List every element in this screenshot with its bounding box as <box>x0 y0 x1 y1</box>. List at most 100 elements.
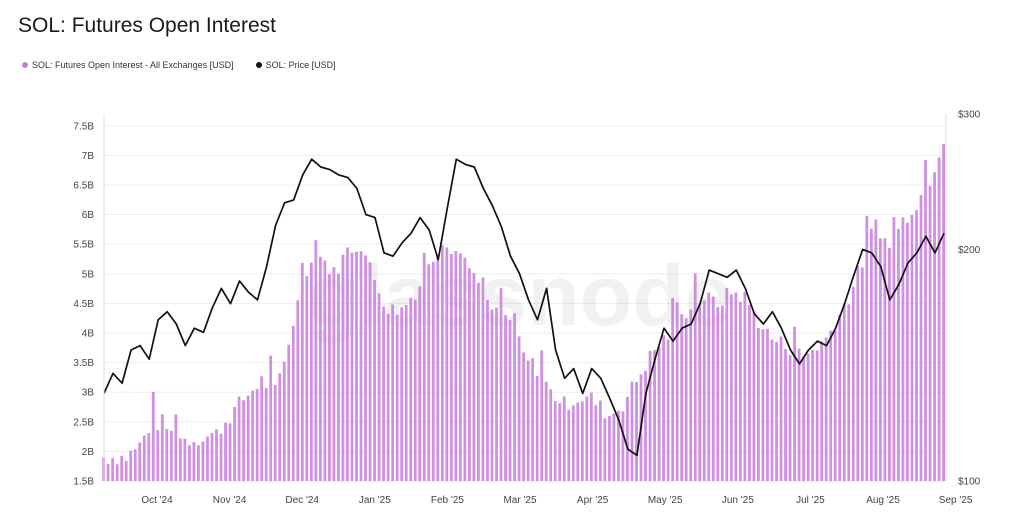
oi-bar <box>224 422 227 481</box>
x-tick-label: Jul '25 <box>796 495 825 506</box>
oi-bar <box>282 361 286 481</box>
x-tick-label: Aug '25 <box>866 495 900 506</box>
oi-bar <box>752 311 756 481</box>
x-axis: Oct '24 Nov '24 Dec '24 Jan '25 Feb '25 Mar '… <box>141 495 973 506</box>
oi-bar <box>242 400 245 481</box>
oi-bar <box>883 238 887 481</box>
oi-bar <box>337 273 340 481</box>
oi-bar <box>847 304 851 481</box>
oi-bar <box>486 299 489 481</box>
oi-bar <box>517 336 521 481</box>
oi-bar <box>431 261 435 481</box>
x-tick-label: May '25 <box>648 495 683 506</box>
chart-legend: SOL: Futures Open Interest - All Exchang… <box>22 60 336 70</box>
oi-bar <box>129 450 133 481</box>
oi-bar <box>386 313 390 481</box>
oi-bar <box>535 375 539 481</box>
oi-bar <box>915 210 918 481</box>
y-left-tick-label: 4.5B <box>73 299 94 310</box>
legend-swatch-price <box>255 62 262 68</box>
oi-bar <box>802 356 805 481</box>
oi-bar <box>522 352 525 481</box>
oi-bar <box>454 251 458 481</box>
oi-bar <box>318 256 322 481</box>
oi-bar <box>558 403 562 481</box>
oi-bar <box>314 240 318 481</box>
y-left-tick-label: 6B <box>82 210 95 221</box>
oi-bar <box>341 254 345 481</box>
oi-bar <box>585 396 589 481</box>
oi-bar <box>147 433 151 481</box>
oi-bar <box>725 287 729 481</box>
oi-bar <box>838 314 842 481</box>
oi-bar <box>504 314 507 481</box>
oi-bar <box>924 159 927 481</box>
oi-bar <box>666 339 670 481</box>
y-axis-left: 1.5B 2B 2.5B 3B 3.5B 4B 4.5B 5B 5.5B 6B 6.5B 7B 7.5B <box>73 114 105 488</box>
oi-bar <box>413 299 417 481</box>
oi-bar <box>928 185 932 482</box>
oi-bar <box>716 307 720 481</box>
oi-bar <box>111 458 115 481</box>
oi-bar <box>106 463 110 481</box>
oi-bar <box>757 328 760 481</box>
oi-bar <box>206 436 209 481</box>
oi-bar <box>766 328 769 481</box>
oi-bar <box>513 313 516 481</box>
oi-bar <box>138 442 142 481</box>
oi-bar <box>820 341 824 481</box>
oi-bar <box>364 255 367 481</box>
legend-item-open-interest[interactable]: SOL: Futures Open Interest - All Exchang… <box>22 60 234 70</box>
x-tick-label: Jan '25 <box>359 495 391 506</box>
oi-bar <box>576 402 580 481</box>
oi-bar <box>580 401 584 481</box>
oi-bar <box>589 392 593 481</box>
oi-bar <box>824 337 828 481</box>
oi-bar <box>463 257 467 481</box>
oi-bar <box>495 307 498 481</box>
oi-bar <box>738 301 742 481</box>
oi-bar <box>784 349 787 481</box>
oi-bar <box>797 348 801 481</box>
oi-bar <box>233 406 236 481</box>
oi-bar <box>160 414 164 481</box>
oi-bar <box>892 216 896 482</box>
oi-bar <box>458 253 462 481</box>
oi-bar <box>711 296 715 481</box>
oi-bar <box>698 303 702 481</box>
legend-item-price[interactable]: SOL: Price [USD] <box>255 60 336 70</box>
x-tick-label: Feb '25 <box>431 495 464 506</box>
oi-bar <box>626 396 629 481</box>
y-right-tick-label: $300 <box>958 110 981 121</box>
y-left-tick-label: 4B <box>82 329 95 340</box>
oi-bar <box>594 405 598 481</box>
oi-bar <box>671 297 675 481</box>
page-title: SOL: Futures Open Interest <box>18 14 276 37</box>
oi-bar <box>933 172 936 482</box>
y-axis-right: $100 $200 $300 <box>945 110 981 488</box>
oi-bar <box>377 293 381 481</box>
x-tick-label: Dec '24 <box>285 495 319 506</box>
oi-bar <box>404 305 408 481</box>
oi-bar <box>368 262 372 481</box>
oi-bar <box>937 157 941 481</box>
oi-bar <box>124 460 128 481</box>
oi-bar <box>675 302 679 481</box>
y-left-tick-label: 2.5B <box>73 417 94 428</box>
oi-bar <box>897 228 900 481</box>
oi-bar <box>391 304 395 481</box>
legend-label-price: SOL: Price [USD] <box>265 60 336 70</box>
oi-bar <box>860 267 864 481</box>
oi-bar <box>689 309 693 481</box>
oi-bar <box>720 305 724 481</box>
oi-bar <box>793 326 796 481</box>
y-right-tick-label: $100 <box>958 477 981 488</box>
oi-bar <box>422 252 426 481</box>
oi-bar <box>440 245 444 481</box>
oi-bar <box>219 433 223 481</box>
oi-bar <box>544 381 548 481</box>
y-left-tick-label: 3B <box>82 388 95 399</box>
oi-bar <box>395 314 399 481</box>
x-tick-label: Oct '24 <box>141 495 173 506</box>
